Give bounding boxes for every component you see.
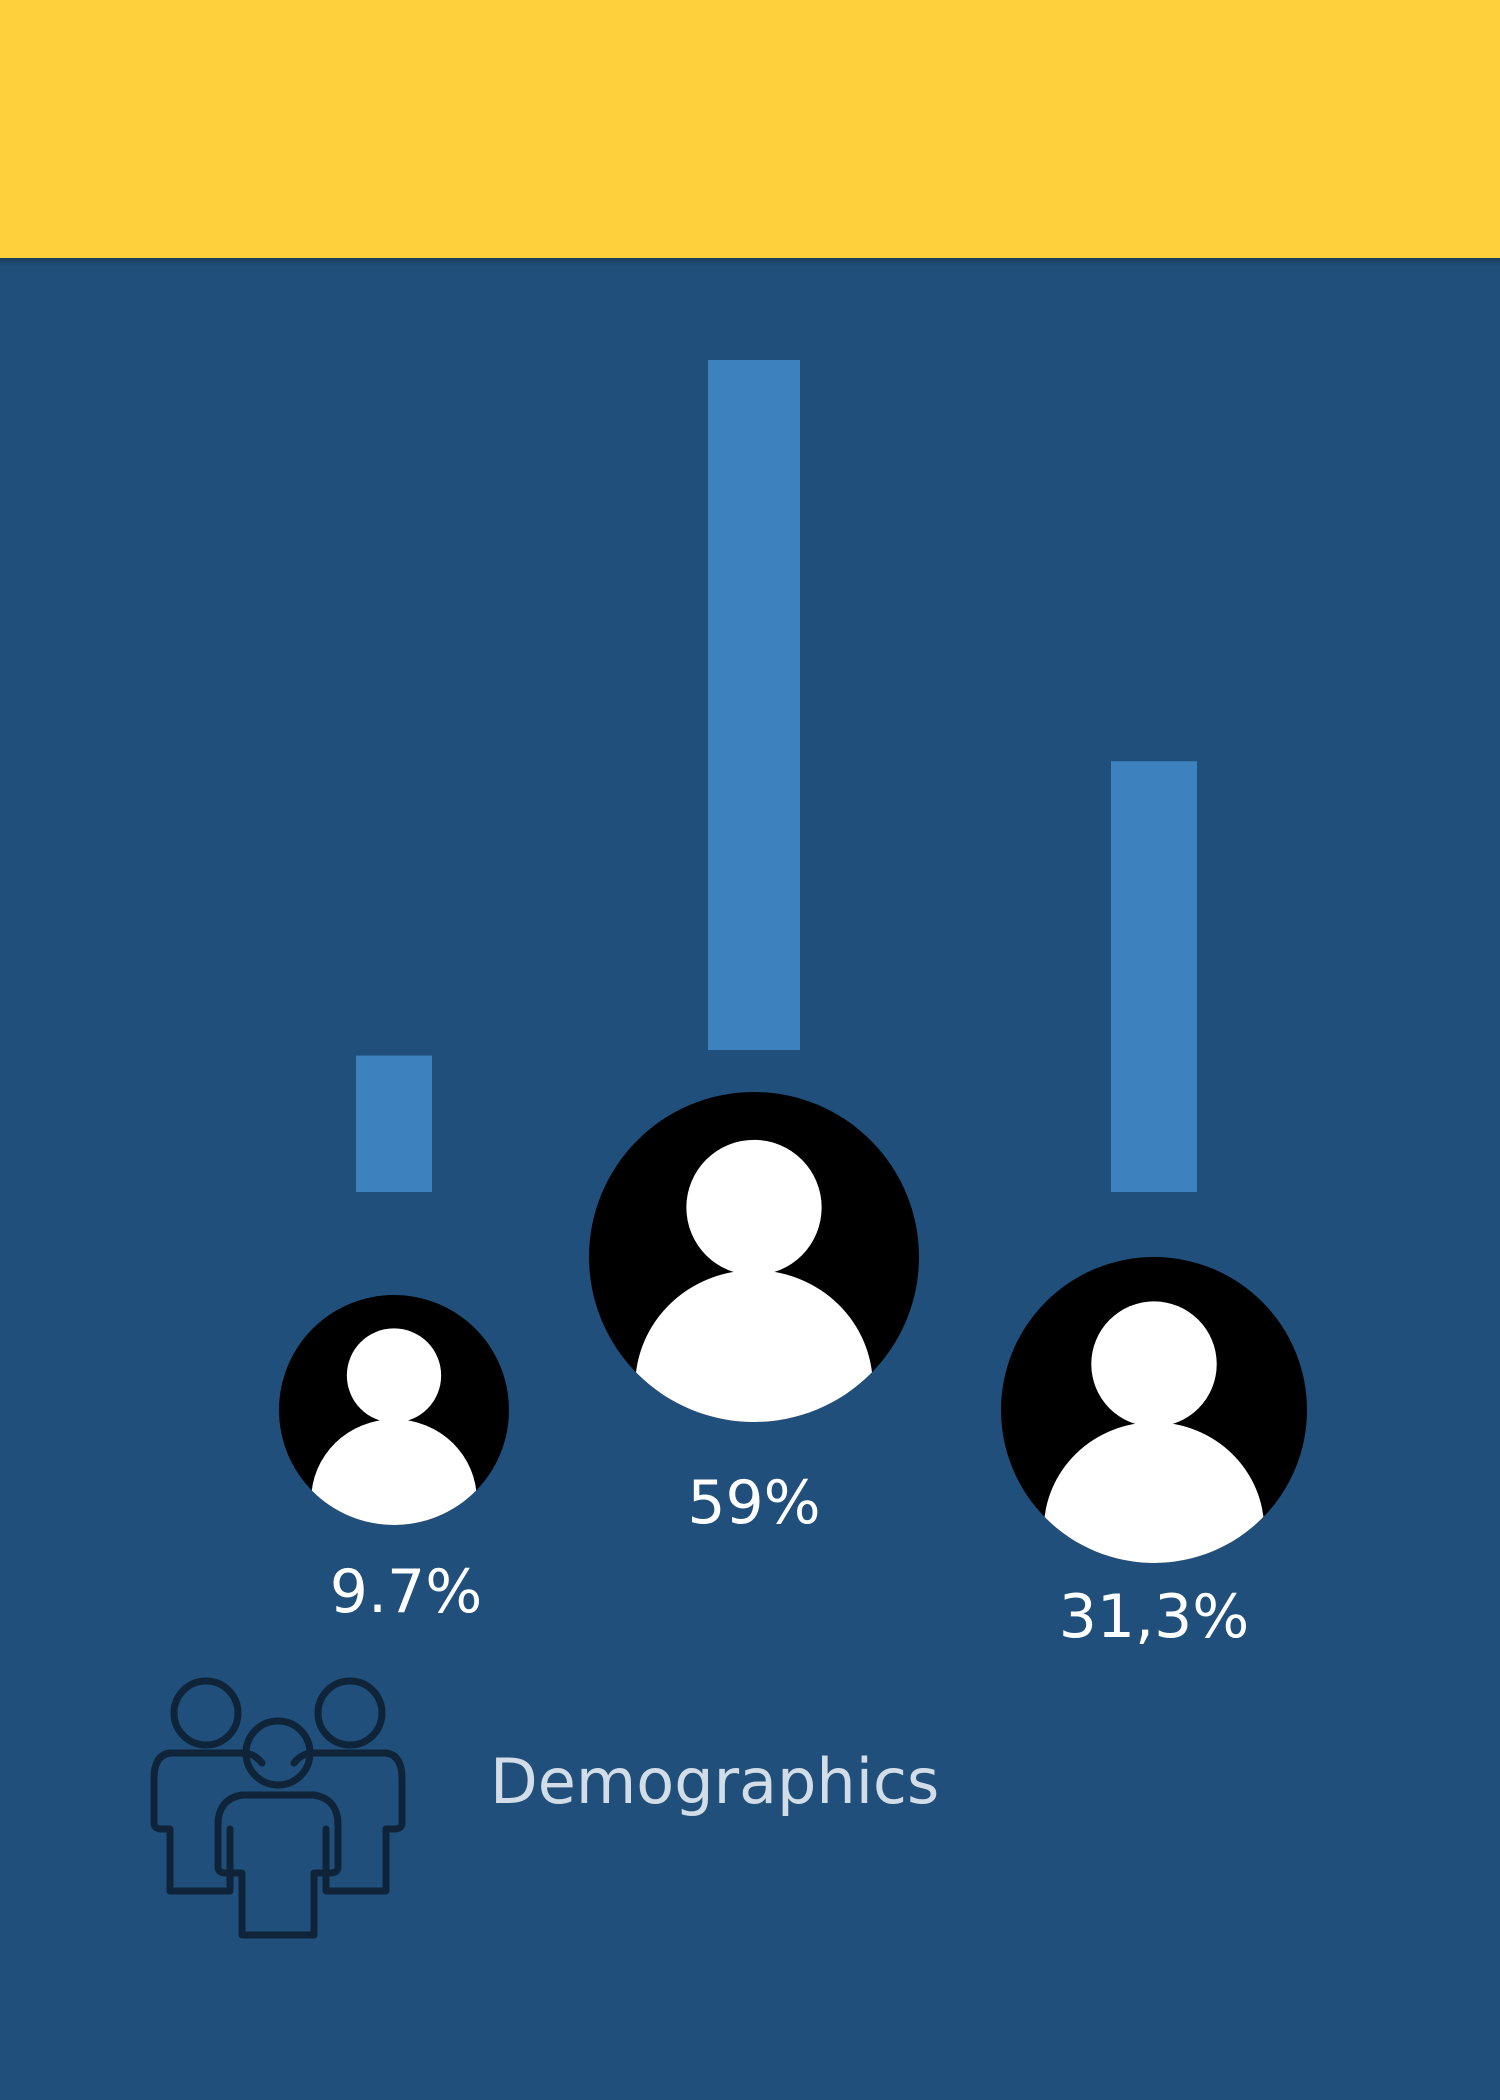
bar-2 bbox=[708, 360, 800, 1050]
top-banner bbox=[0, 0, 1500, 258]
value-label-3: 31,3% bbox=[1059, 1582, 1250, 1652]
value-label-2: 59% bbox=[687, 1468, 820, 1538]
value-label-1: 9.7% bbox=[330, 1557, 482, 1627]
avatar-icon-3 bbox=[1001, 1257, 1307, 1563]
avatar-icon-2 bbox=[589, 1092, 919, 1422]
avatar-icon-1 bbox=[279, 1295, 509, 1525]
banner-shadow bbox=[0, 258, 1500, 266]
bar-3 bbox=[1111, 761, 1197, 1192]
bar-1 bbox=[356, 1055, 432, 1192]
footer-label: Demographics bbox=[490, 1745, 940, 1818]
people-group-icon bbox=[150, 1677, 406, 1939]
